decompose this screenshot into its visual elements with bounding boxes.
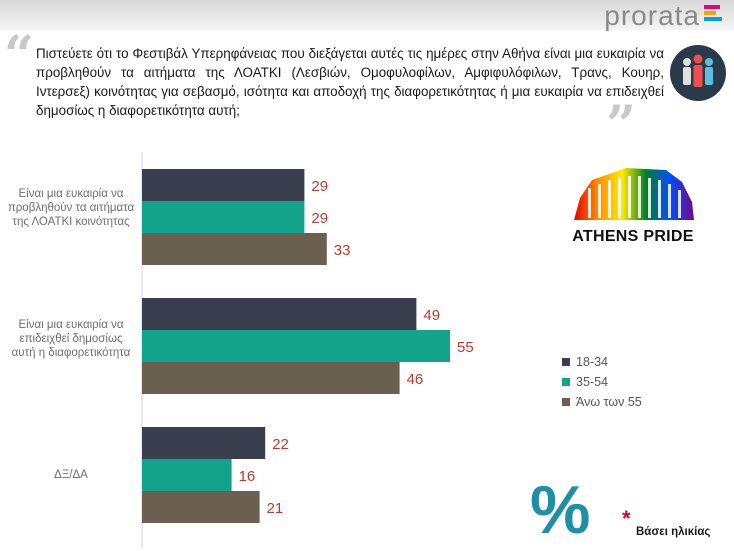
value-label: 55 — [457, 339, 474, 356]
bars-group: 29 29 33 49 55 46 22 16 21 — [142, 169, 474, 523]
bar-35-54-cat3 — [142, 459, 232, 491]
legend-label: 35-54 — [576, 375, 608, 389]
legend-swatch — [562, 398, 570, 406]
legend-label: Άνω των 55 — [576, 395, 642, 409]
athens-pride-label: ATHENS PRIDE — [572, 228, 694, 245]
legend-item: 18-34 — [562, 352, 642, 372]
value-label: 33 — [334, 242, 351, 259]
legend-swatch — [562, 358, 570, 366]
close-quote-icon: ” — [606, 95, 636, 156]
brand-logo-icon — [704, 5, 726, 25]
bar-35-54-cat2 — [142, 330, 450, 362]
survey-question: Πιστεύετε ότι το Φεστιβάλ Υπερηφάνειας π… — [36, 46, 664, 118]
legend-item: Άνω των 55 — [562, 392, 642, 412]
base-note: Βάσει ηλικίας — [636, 526, 711, 538]
value-label: 21 — [267, 500, 284, 517]
bar-Άνω-των-55-cat2 — [142, 362, 400, 394]
value-label: 22 — [272, 436, 289, 453]
value-label: 29 — [311, 178, 328, 195]
brand-name: prorata — [604, 0, 700, 31]
category-label-2: Είναι μια ευκαιρία να επιδειχθεί δημοσίω… — [11, 319, 131, 359]
category-label-3: ΔΞ/ΔΑ — [54, 469, 88, 481]
asterisk-icon: * — [622, 506, 631, 531]
legend-swatch — [562, 378, 570, 386]
legend-label: 18-34 — [576, 355, 608, 369]
legend-item: 35-54 — [562, 372, 642, 392]
open-quote-icon: “ — [4, 25, 34, 86]
top-bar — [0, 0, 734, 30]
chart-legend: 18-34 35-54 Άνω των 55 — [562, 352, 642, 412]
people-icon — [670, 45, 726, 101]
value-label: 46 — [407, 371, 424, 388]
bar-35-54-cat1 — [142, 201, 305, 233]
bar-Άνω-των-55-cat1 — [142, 233, 327, 265]
category-label-1: Είναι μια ευκαιρία να προβληθούν τα αιτή… — [7, 188, 135, 228]
value-label: 29 — [311, 210, 328, 227]
bar-Άνω-των-55-cat3 — [142, 491, 260, 523]
value-label: 16 — [239, 468, 256, 485]
bar-18-34-cat3 — [142, 427, 266, 459]
percent-icon: % — [530, 472, 591, 548]
value-label: 49 — [423, 307, 440, 324]
athens-pride-logo-icon — [574, 168, 694, 220]
bar-18-34-cat2 — [142, 298, 417, 330]
bar-18-34-cat1 — [142, 169, 305, 201]
